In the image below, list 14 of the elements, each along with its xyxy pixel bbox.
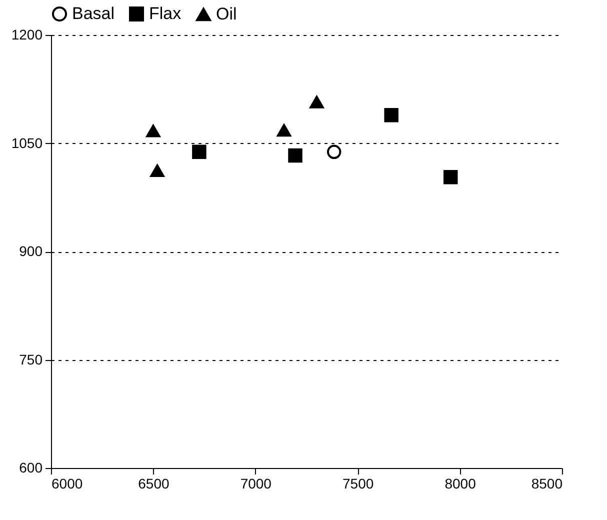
y-tick-label: 750 (19, 351, 43, 368)
x-tick-label: 7000 (240, 476, 272, 492)
x-tick-label: 7500 (342, 476, 374, 492)
y-tick-label: 1050 (11, 134, 43, 151)
x-tick-label: 6000 (52, 476, 83, 492)
x-tick-label: 6500 (138, 476, 170, 492)
legend-label: Flax (149, 4, 182, 23)
y-tick-label: 600 (19, 460, 43, 476)
x-tick-label: 8000 (444, 476, 476, 492)
y-tick-label: 900 (19, 243, 43, 259)
y-tick-label: 1200 (11, 26, 43, 42)
legend-label: Oil (216, 4, 237, 24)
legend-label: Basal (72, 4, 115, 23)
x-tick-label: 8500 (531, 476, 563, 492)
